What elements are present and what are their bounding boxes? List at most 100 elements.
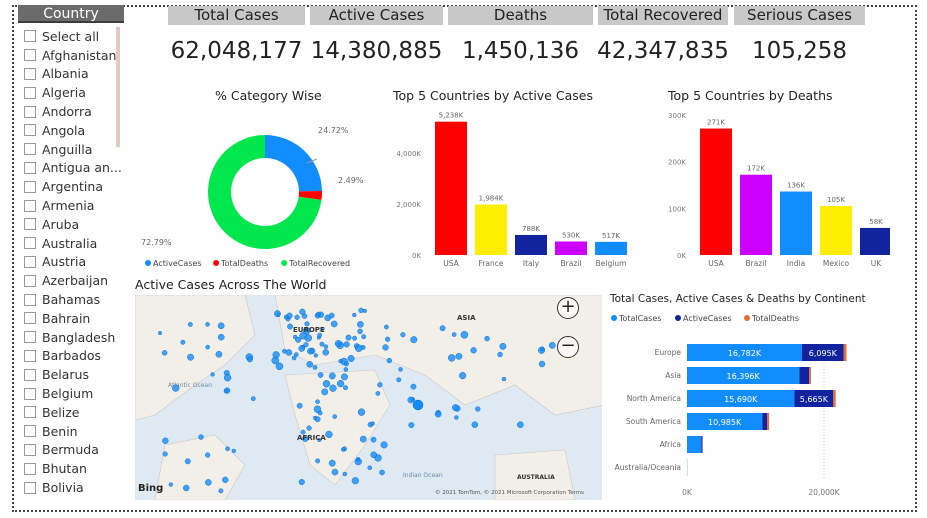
case-bubble[interactable] bbox=[370, 451, 377, 459]
case-bubble[interactable] bbox=[205, 452, 211, 458]
slicer-item[interactable]: Angola bbox=[24, 121, 124, 140]
bar-segment[interactable] bbox=[809, 367, 811, 384]
case-bubble[interactable] bbox=[460, 331, 469, 339]
case-bubble[interactable] bbox=[295, 336, 302, 343]
case-bubble[interactable] bbox=[187, 353, 194, 361]
slicer-item[interactable]: Select all bbox=[24, 27, 124, 46]
bar[interactable] bbox=[435, 121, 467, 255]
case-bubble[interactable] bbox=[345, 334, 352, 341]
slicer-item[interactable]: Afghanistan bbox=[24, 46, 124, 65]
case-bubble[interactable] bbox=[325, 430, 333, 439]
case-bubble[interactable] bbox=[342, 471, 347, 477]
slicer-item[interactable]: Azerbaijan bbox=[24, 271, 124, 290]
case-bubble[interactable] bbox=[351, 477, 359, 485]
case-bubble[interactable] bbox=[287, 323, 293, 330]
checkbox[interactable] bbox=[24, 349, 36, 362]
case-bubble[interactable] bbox=[357, 408, 366, 416]
checkbox[interactable] bbox=[24, 481, 36, 494]
case-bubble[interactable] bbox=[448, 354, 456, 362]
case-bubble[interactable] bbox=[451, 332, 457, 337]
bar[interactable] bbox=[700, 128, 732, 255]
case-bubble[interactable] bbox=[497, 351, 503, 358]
case-bubble[interactable] bbox=[347, 355, 355, 362]
case-bubble[interactable] bbox=[162, 437, 169, 444]
case-bubble[interactable] bbox=[343, 341, 350, 348]
slicer-item[interactable]: Bahrain bbox=[24, 309, 124, 328]
slicer-item[interactable]: Aruba bbox=[24, 215, 124, 234]
slicer-item[interactable]: Andorra bbox=[24, 102, 124, 121]
slicer-item[interactable]: Benin bbox=[24, 422, 124, 441]
case-bubble[interactable] bbox=[306, 361, 314, 368]
legend-label[interactable]: TotalDeaths bbox=[220, 259, 268, 268]
case-bubble[interactable] bbox=[180, 339, 186, 345]
case-bubble[interactable] bbox=[377, 382, 383, 388]
case-bubble[interactable] bbox=[300, 429, 306, 435]
case-bubble[interactable] bbox=[319, 341, 325, 347]
case-bubble[interactable] bbox=[298, 345, 306, 352]
case-bubble[interactable] bbox=[452, 404, 459, 411]
case-bubble[interactable] bbox=[471, 421, 479, 428]
case-bubble[interactable] bbox=[439, 325, 446, 332]
case-bubble[interactable] bbox=[198, 434, 204, 440]
zoom-out-button[interactable]: − bbox=[557, 336, 579, 358]
case-bubble[interactable] bbox=[282, 348, 287, 354]
legend-label[interactable]: TotalCases bbox=[618, 314, 661, 323]
bar-segment[interactable] bbox=[767, 413, 770, 430]
bar-segment[interactable] bbox=[687, 344, 802, 361]
case-bubble[interactable] bbox=[328, 312, 335, 319]
slicer-item[interactable]: Belarus bbox=[24, 365, 124, 384]
case-bubble[interactable] bbox=[187, 322, 193, 327]
legend-label[interactable]: TotalDeaths bbox=[751, 314, 799, 323]
case-bubble[interactable] bbox=[538, 360, 546, 368]
bar-segment[interactable] bbox=[843, 344, 847, 361]
legend-label[interactable]: TotalRecovered bbox=[288, 259, 350, 268]
slicer-item[interactable]: Algeria bbox=[24, 83, 124, 102]
case-bubble[interactable] bbox=[272, 351, 280, 359]
bar-segment[interactable] bbox=[794, 390, 834, 407]
bar[interactable] bbox=[780, 191, 812, 255]
case-bubble[interactable] bbox=[172, 384, 180, 392]
case-bubble[interactable] bbox=[315, 458, 321, 464]
case-bubble[interactable] bbox=[168, 482, 173, 487]
case-bubble[interactable] bbox=[298, 479, 305, 485]
checkbox[interactable] bbox=[24, 425, 36, 438]
checkbox[interactable] bbox=[24, 237, 36, 250]
checkbox[interactable] bbox=[24, 387, 36, 400]
checkbox[interactable] bbox=[24, 105, 36, 118]
world-map[interactable]: EUROPE ASIA AFRICA Atlantic Ocean Indian Oce… bbox=[135, 295, 602, 500]
case-bubble[interactable] bbox=[343, 385, 348, 391]
case-bubble[interactable] bbox=[184, 458, 191, 465]
case-bubble[interactable] bbox=[548, 341, 556, 349]
case-bubble[interactable] bbox=[247, 356, 253, 363]
case-bubble[interactable] bbox=[334, 340, 342, 347]
case-bubble[interactable] bbox=[396, 377, 402, 383]
case-bubble[interactable] bbox=[317, 438, 322, 443]
case-bubble[interactable] bbox=[434, 410, 442, 418]
case-bubble[interactable] bbox=[455, 352, 463, 360]
slicer-item[interactable]: Bolivia bbox=[24, 478, 124, 497]
case-bubble[interactable] bbox=[215, 350, 223, 358]
case-bubble[interactable] bbox=[367, 465, 373, 471]
slicer-item[interactable]: Bhutan bbox=[24, 459, 124, 478]
bar[interactable] bbox=[595, 241, 627, 255]
slicer-item[interactable]: Belgium bbox=[24, 384, 124, 403]
case-bubble[interactable] bbox=[370, 436, 377, 443]
checkbox[interactable] bbox=[24, 143, 36, 156]
case-bubble[interactable] bbox=[341, 447, 346, 452]
case-bubble[interactable] bbox=[384, 324, 389, 330]
bar-segment[interactable] bbox=[687, 390, 795, 407]
case-bubble[interactable] bbox=[225, 446, 230, 452]
case-bubble[interactable] bbox=[385, 336, 391, 342]
case-bubble[interactable] bbox=[296, 402, 303, 409]
case-bubble[interactable] bbox=[274, 310, 281, 317]
checkbox[interactable] bbox=[24, 368, 36, 381]
case-bubble[interactable] bbox=[357, 321, 364, 328]
slicer-item[interactable]: Bangladesh bbox=[24, 328, 124, 347]
case-bubble[interactable] bbox=[380, 441, 388, 449]
case-bubble[interactable] bbox=[499, 342, 507, 350]
case-bubble[interactable] bbox=[501, 376, 507, 382]
case-bubble[interactable] bbox=[379, 469, 385, 476]
case-bubble[interactable] bbox=[343, 361, 349, 367]
slicer-item[interactable]: Anguilla bbox=[24, 140, 124, 159]
case-bubble[interactable] bbox=[205, 322, 210, 327]
